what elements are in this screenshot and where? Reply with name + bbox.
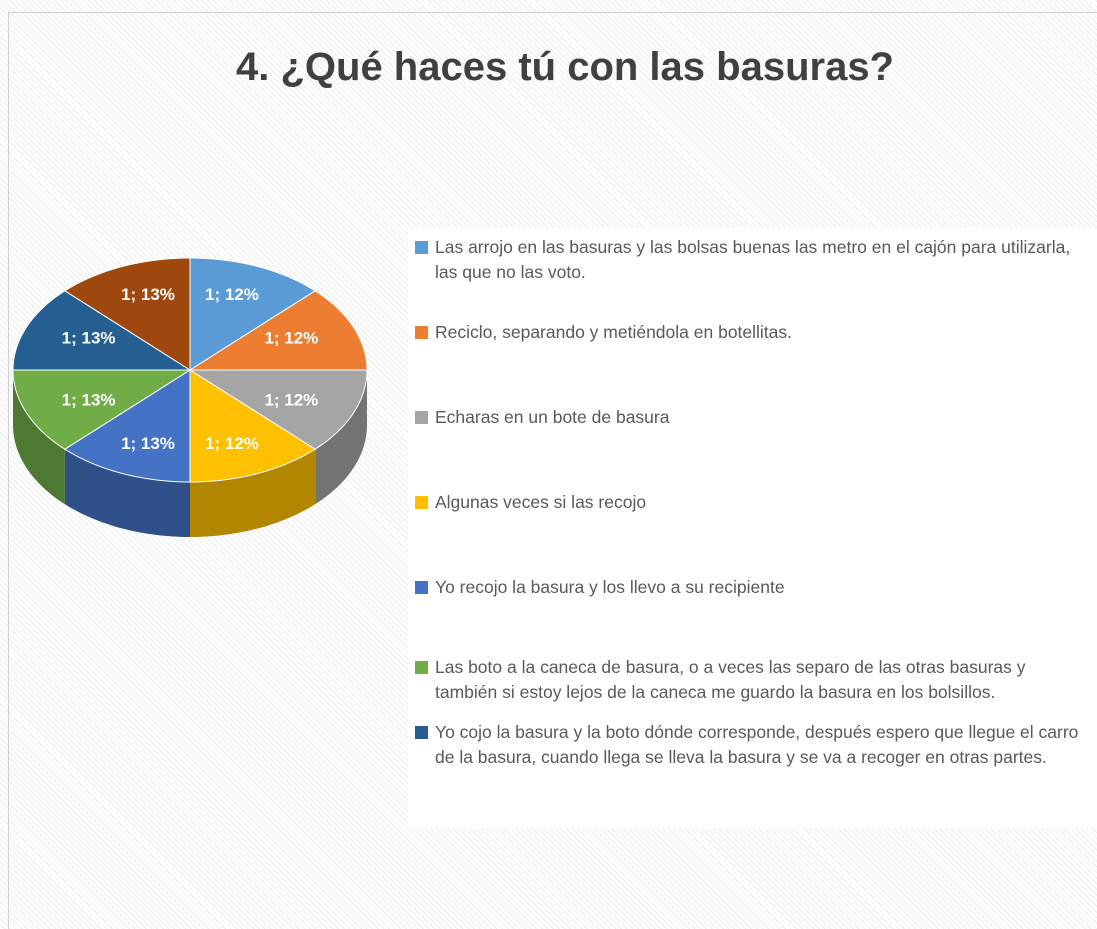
legend-entry: Las arrojo en las basuras y las bolsas b…	[415, 235, 1085, 285]
data-label: 1; 12%	[205, 434, 259, 453]
legend-label: Yo cojo la basura y la boto dónde corres…	[435, 722, 1079, 767]
legend-entry: Reciclo, separando y metiéndola en botel…	[415, 320, 1085, 345]
legend-swatch	[415, 661, 428, 674]
chart-title: 4. ¿Qué haces tú con las basuras?	[235, 45, 894, 89]
data-label: 1; 13%	[121, 434, 175, 453]
slice-side	[13, 370, 65, 505]
legend-swatch	[415, 326, 428, 339]
legend-label: Las arrojo en las basuras y las bolsas b…	[435, 237, 1071, 282]
legend-label: Algunas veces si las recojo	[435, 492, 647, 512]
legend-swatch	[415, 496, 428, 509]
slice	[12, 290, 192, 371]
data-label: 1; 12%	[264, 329, 318, 348]
slice-side	[315, 370, 367, 505]
legend-label: Echaras en un bote de basura	[435, 407, 670, 427]
legend	[408, 228, 1097, 828]
slice	[12, 369, 192, 450]
legend-entry: Las boto a la caneca de basura, o a vece…	[415, 655, 1085, 705]
data-label: 1; 13%	[62, 329, 116, 348]
legend-swatch	[415, 726, 428, 739]
slice-side	[190, 449, 316, 537]
legend-swatch	[415, 241, 428, 254]
legend-entry: Yo recojo la basura y los llevo a su rec…	[415, 575, 1085, 600]
legend-entry: Algunas veces si las recojo	[415, 490, 1085, 515]
slice-side	[64, 449, 190, 537]
legend-label: Yo recojo la basura y los llevo a su rec…	[435, 577, 785, 597]
legend-label: Reciclo, separando y metiéndola en botel…	[435, 322, 793, 342]
data-label: 1; 13%	[62, 390, 116, 409]
legend-entry: Yo cojo la basura y la boto dónde corres…	[415, 720, 1085, 770]
slice	[188, 369, 368, 450]
slice	[63, 369, 191, 483]
legend-entry: Echaras en un bote de basura	[415, 405, 1085, 430]
legend-swatch	[415, 581, 428, 594]
legend-swatch	[415, 411, 428, 424]
data-label: 1; 12%	[264, 390, 318, 409]
slice	[189, 257, 317, 371]
slice	[188, 290, 368, 371]
data-label: 1; 12%	[205, 285, 259, 304]
legend-label: Las boto a la caneca de basura, o a vece…	[435, 657, 1026, 702]
chart-frame	[8, 12, 1097, 929]
slice	[63, 257, 191, 371]
data-label: 1; 13%	[121, 285, 175, 304]
slice	[189, 369, 317, 483]
